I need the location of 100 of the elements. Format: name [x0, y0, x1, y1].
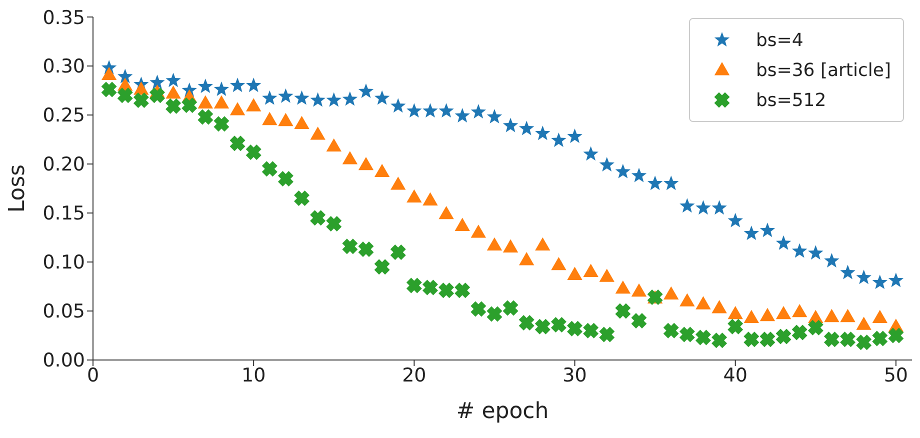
point	[438, 206, 454, 220]
point	[390, 98, 406, 113]
point	[150, 74, 165, 90]
point	[712, 332, 728, 348]
point	[824, 332, 840, 348]
point	[470, 301, 486, 317]
x-tick-label: 10	[241, 364, 266, 386]
point	[101, 82, 117, 98]
point	[470, 104, 486, 119]
point	[198, 95, 214, 108]
point	[615, 164, 631, 178]
point	[744, 310, 760, 324]
point	[406, 189, 422, 203]
point	[615, 303, 631, 319]
point	[390, 176, 406, 190]
point	[518, 120, 534, 136]
point	[198, 109, 214, 125]
point	[358, 156, 374, 170]
point	[808, 245, 824, 260]
point	[182, 97, 198, 113]
point	[422, 103, 438, 118]
point	[326, 92, 342, 107]
point	[454, 108, 470, 122]
point	[856, 334, 872, 350]
point	[470, 224, 486, 238]
point	[262, 161, 278, 177]
x-tick-label: 20	[402, 364, 426, 386]
x-tick-label: 0	[86, 364, 100, 386]
point	[214, 95, 230, 108]
point	[776, 328, 792, 344]
point	[406, 103, 422, 118]
point	[326, 216, 342, 232]
point	[744, 332, 760, 348]
point	[679, 326, 695, 342]
point	[695, 330, 711, 346]
point	[615, 280, 631, 294]
point	[518, 315, 534, 331]
point	[792, 243, 808, 258]
legend-label: bs=512	[756, 90, 826, 110]
point	[535, 126, 550, 140]
point	[696, 296, 711, 310]
point	[390, 244, 406, 260]
point	[567, 266, 582, 280]
point	[117, 88, 133, 104]
point	[888, 272, 904, 288]
point	[406, 278, 422, 294]
point	[664, 176, 679, 190]
point	[551, 132, 566, 147]
point	[728, 212, 743, 228]
point	[583, 146, 598, 161]
point	[342, 151, 358, 164]
point	[438, 103, 454, 118]
point	[599, 156, 614, 172]
point	[599, 326, 615, 342]
point	[149, 88, 165, 104]
point	[728, 318, 744, 334]
point	[502, 118, 518, 132]
point	[454, 218, 470, 231]
point	[262, 90, 278, 105]
point	[486, 237, 502, 251]
point	[166, 85, 181, 99]
point	[358, 242, 374, 258]
y-axis-title: Loss	[4, 164, 30, 213]
point	[246, 78, 262, 92]
point	[454, 282, 470, 298]
y-tick-label: 0.35	[42, 6, 85, 29]
point	[567, 320, 583, 336]
point	[118, 68, 133, 84]
point	[856, 316, 872, 330]
point	[776, 306, 792, 320]
point	[358, 83, 374, 98]
point	[534, 318, 550, 334]
point	[294, 190, 310, 206]
point	[744, 226, 760, 240]
point	[294, 116, 310, 130]
point	[422, 280, 438, 296]
x-tick-label: 40	[723, 364, 748, 386]
y-tick-label: 0.20	[42, 154, 85, 176]
point	[101, 66, 117, 80]
point	[872, 310, 888, 324]
point	[278, 170, 294, 186]
point	[824, 253, 840, 268]
point	[663, 322, 679, 338]
x-tick-label: 30	[562, 364, 587, 386]
point	[214, 82, 230, 96]
point	[486, 108, 502, 124]
point	[502, 239, 518, 252]
point	[760, 332, 776, 348]
point	[551, 256, 566, 270]
point	[840, 332, 856, 348]
point	[278, 88, 294, 103]
point	[888, 328, 904, 344]
point	[374, 164, 390, 178]
y-tick-label: 0.15	[42, 202, 85, 225]
point	[792, 324, 808, 340]
point	[712, 200, 727, 215]
point	[760, 222, 776, 238]
x-axis-title: # epoch	[456, 399, 549, 424]
point	[680, 293, 695, 306]
y-tick-label: 0.05	[42, 300, 85, 323]
